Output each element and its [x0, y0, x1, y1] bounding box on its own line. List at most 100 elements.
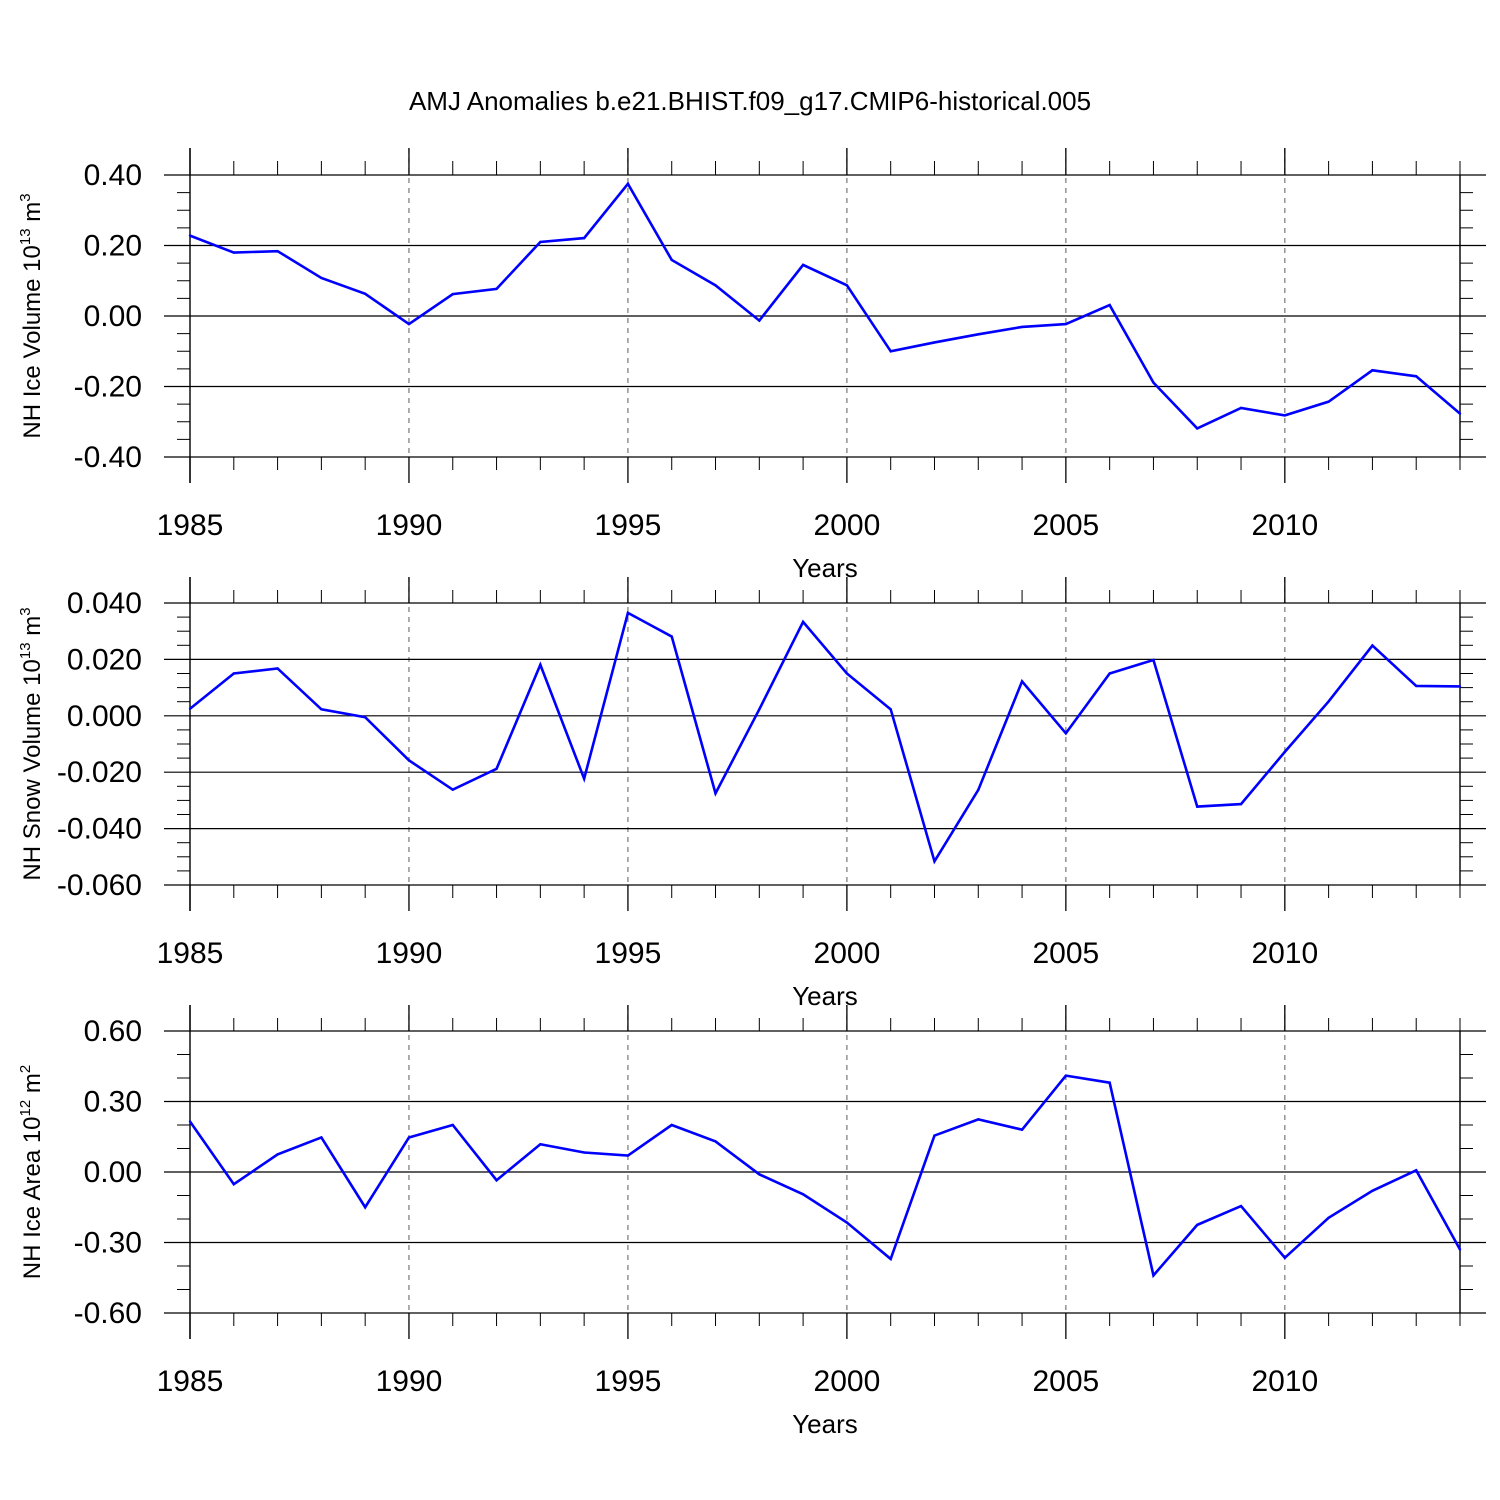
data-point [1152, 1274, 1155, 1277]
data-point [845, 1221, 849, 1224]
data-point [1239, 802, 1243, 806]
data-point [582, 1151, 586, 1154]
data-point [539, 240, 542, 244]
x-tick-label: 1995 [595, 937, 662, 970]
data-point [363, 292, 367, 295]
data-point [582, 236, 586, 240]
data-point [626, 611, 630, 615]
series-line [188, 1074, 1462, 1279]
data-point [1283, 750, 1287, 754]
data-point [758, 319, 761, 322]
x-tick-label: 2010 [1251, 509, 1318, 542]
y-tick-label: -0.020 [57, 756, 142, 789]
data-point [1020, 680, 1024, 683]
panels-group: -0.40 -0.20 0.00 0.20 0.40 1985 1990 1995 2000 20… [17, 148, 1486, 1439]
x-axis-title: Years [792, 981, 858, 1011]
data-point [539, 1143, 542, 1146]
panel-1: -0.40 -0.20 0.00 0.20 0.40 1985 1990 1995 2000 20… [17, 148, 1486, 583]
x-tick-label: 1995 [595, 1365, 662, 1398]
y-axis-title: NH Ice Volume 1013 m3 [17, 193, 46, 438]
y-tick-label: 0.20 [84, 230, 142, 263]
data-point [626, 1154, 630, 1157]
data-point [889, 1257, 892, 1261]
data-point [1020, 325, 1024, 329]
x-tick-label: 1990 [376, 509, 443, 542]
data-point [320, 1136, 323, 1139]
data-point [582, 777, 586, 780]
y-tick-label: -0.30 [74, 1227, 142, 1260]
y-tick-label: -0.60 [74, 1297, 142, 1330]
data-point [276, 667, 279, 670]
y-tick-label: -0.040 [57, 813, 142, 846]
y-tick-label: 0.000 [67, 700, 142, 733]
y-tick-label: -0.20 [74, 371, 142, 404]
data-point [407, 322, 411, 326]
data-point [1064, 322, 1068, 326]
y-tick-label: 0.040 [67, 587, 142, 620]
data-point [320, 708, 323, 711]
y-tick-label: 0.40 [84, 159, 142, 192]
data-point [977, 1118, 980, 1121]
y-tick-label: -0.060 [57, 869, 142, 902]
data-point [1239, 406, 1243, 410]
data-point [670, 1123, 673, 1127]
data-point [1108, 1081, 1111, 1084]
data-point [845, 284, 849, 287]
data-point [714, 792, 717, 795]
x-tick-label: 2005 [1032, 937, 1099, 970]
data-point [758, 1173, 761, 1176]
x-tick-label: 2005 [1032, 1365, 1099, 1398]
x-tick-label: 1985 [157, 509, 224, 542]
data-point [845, 672, 849, 675]
data-point [1458, 412, 1462, 415]
y-axis-title: NH Ice Area 1012 m2 [17, 1065, 46, 1279]
data-point [495, 1179, 498, 1182]
data-point [495, 287, 498, 291]
y-tick-label: 0.30 [84, 1086, 142, 1119]
x-tick-label: 2010 [1251, 937, 1318, 970]
data-point [1152, 381, 1155, 384]
data-point [1327, 700, 1330, 703]
x-tick-label: 1985 [157, 937, 224, 970]
data-point [933, 1134, 936, 1137]
data-point [1371, 1189, 1374, 1193]
x-axis-title: Years [792, 1409, 858, 1439]
data-point [188, 707, 192, 710]
x-tick-label: 1985 [157, 1365, 224, 1398]
data-point [407, 759, 411, 762]
data-point [889, 350, 892, 353]
x-tick-label: 2000 [814, 1365, 881, 1398]
x-tick-label: 2010 [1251, 1365, 1318, 1398]
data-point [1064, 1074, 1068, 1077]
data-point [1415, 684, 1418, 688]
data-point [495, 767, 498, 771]
x-tick-label: 2005 [1032, 509, 1099, 542]
data-point [451, 788, 454, 791]
data-point [232, 672, 235, 675]
data-point [188, 234, 192, 237]
y-axis-title: NH Snow Volume 1013 m3 [17, 607, 46, 880]
x-tick-label: 2000 [814, 937, 881, 970]
data-point [539, 663, 542, 666]
data-point [801, 1193, 805, 1196]
data-point [889, 708, 892, 711]
x-tick-label: 1995 [595, 509, 662, 542]
data-point [1371, 369, 1374, 372]
x-tick-label: 1990 [376, 1365, 443, 1398]
data-point [1196, 427, 1199, 430]
data-point [977, 788, 980, 792]
y-tick-label: 0.00 [84, 1156, 142, 1189]
data-point [1020, 1128, 1024, 1131]
data-point [714, 284, 717, 287]
figure-title: AMJ Anomalies b.e21.BHIST.f09_g17.CMIP6-… [409, 86, 1091, 116]
y-tick-label: 0.60 [84, 1015, 142, 1048]
data-point [363, 716, 367, 719]
data-point [232, 1183, 235, 1186]
x-tick-label: 1990 [376, 937, 443, 970]
data-point [451, 292, 454, 296]
y-tick-label: -0.40 [74, 441, 142, 474]
data-point [1152, 658, 1155, 662]
data-point [1064, 732, 1068, 735]
data-point [1283, 414, 1287, 417]
